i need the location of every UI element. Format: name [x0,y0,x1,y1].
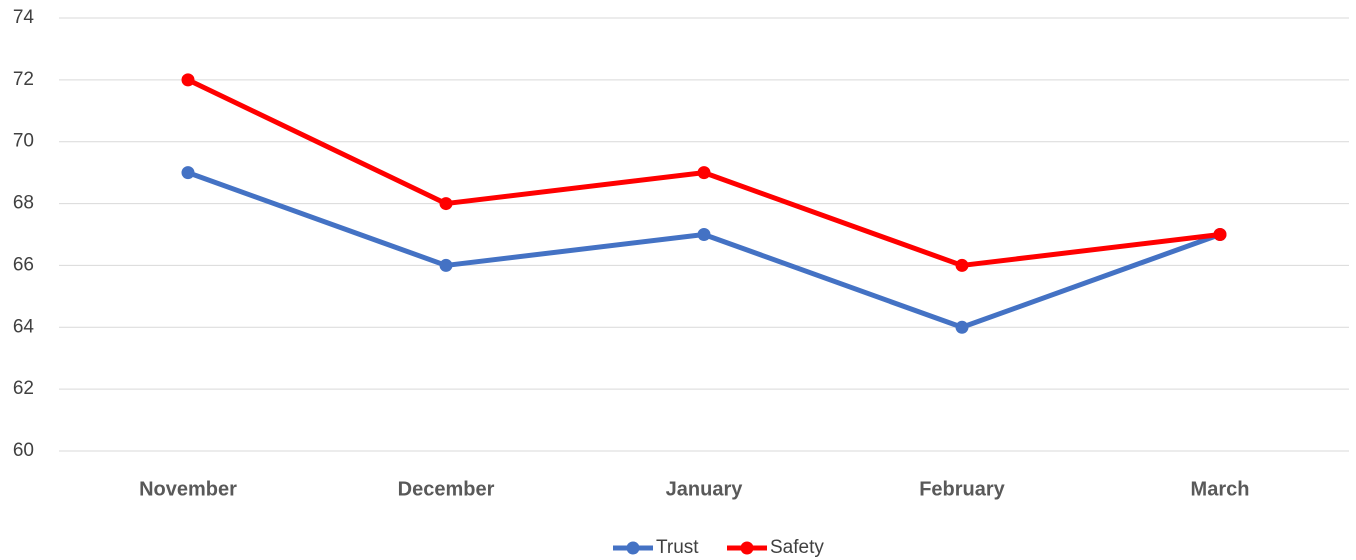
x-tick-label: December [398,478,495,500]
legend-label: Safety [770,537,824,558]
data-point [1213,228,1227,241]
y-tick-label: 72 [13,69,34,90]
y-tick-label: 60 [13,440,34,461]
y-tick-label: 64 [13,316,35,337]
y-tick-label: 70 [13,131,34,152]
x-tick-label: January [666,478,744,500]
legend-marker [626,541,640,555]
x-tick-label: March [1191,478,1250,500]
legend-label: Trust [656,537,699,558]
y-tick-label: 74 [13,7,35,28]
data-point [181,166,195,180]
data-point [955,258,969,272]
data-point [697,228,711,241]
y-tick-label: 68 [13,193,34,214]
y-tick-label: 62 [13,378,34,399]
data-point [697,166,711,180]
x-tick-label: November [139,478,237,500]
y-tick-label: 66 [13,254,34,275]
data-point [439,197,453,211]
legend-marker [740,541,754,555]
x-tick-label: February [919,478,1005,500]
data-point [439,258,453,272]
data-point [955,320,969,334]
data-point [181,73,195,87]
series-line [187,170,1221,330]
